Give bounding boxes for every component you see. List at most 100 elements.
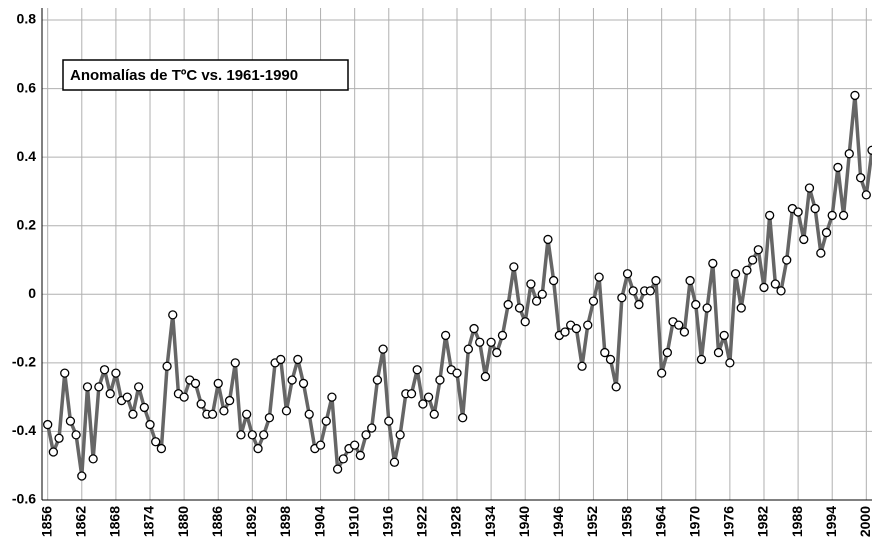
data-point [691,299,701,310]
data-point [224,395,235,406]
data-point [548,275,559,286]
x-tick-label: 1964 [652,506,668,537]
data-point [287,375,297,385]
y-tick-label: -0.6 [12,491,36,507]
data-point [770,279,781,289]
data-point [179,392,189,402]
data-point [327,392,337,402]
data-point [492,347,502,358]
data-point [71,430,81,440]
data-point [367,423,377,433]
data-point [242,409,252,419]
y-tick-label: -0.4 [12,422,36,438]
data-point [821,227,832,238]
data-point [247,430,257,440]
x-tick-label: 1856 [38,506,54,537]
data-point [736,303,746,313]
data-point [611,382,621,392]
data-point [679,327,690,337]
data-point [867,145,872,155]
x-tick-label: 1898 [277,506,293,537]
data-point [696,354,707,365]
x-tick-label: 1892 [243,506,259,537]
data-point [423,392,434,402]
data-point [844,149,854,159]
data-point [742,265,752,275]
x-tick-label: 1994 [823,506,839,537]
data-point [730,269,741,279]
data-point [355,450,366,461]
data-point [622,269,633,279]
data-point [838,210,849,221]
data-point [54,433,64,443]
data-point [855,173,866,183]
data-point [617,293,627,303]
data-point [463,344,474,354]
x-tick-label: 1868 [107,506,123,537]
data-point [230,358,240,368]
data-point [281,406,292,416]
data-point [765,210,775,221]
data-point [151,437,161,447]
data-point [43,419,53,430]
data-point [628,286,638,296]
data-point [253,443,263,454]
data-point [236,430,246,440]
data-point [105,389,115,399]
data-point [531,296,542,306]
data-point [361,430,371,440]
x-tick-label: 1952 [584,506,600,537]
data-point [776,286,786,296]
data-point [111,368,121,378]
data-point [321,416,331,426]
x-tick-label: 1970 [686,506,702,537]
data-point [827,210,837,221]
data-point [509,262,519,272]
data-point [77,471,87,481]
data-point [799,234,809,245]
x-tick-label: 1940 [516,506,532,537]
x-tick-label: 1862 [72,506,88,537]
data-point [634,299,644,310]
data-point [82,382,93,392]
data-point [480,371,491,382]
data-point [190,378,201,389]
data-point [458,413,468,423]
data-point [577,361,587,371]
data-point [168,310,178,320]
y-tick-label: -0.2 [12,354,36,370]
data-point [861,190,871,200]
data-point [207,409,218,419]
data-point [65,416,76,426]
y-tick-label: 0.2 [17,216,37,232]
data-point [571,323,582,334]
data-point [293,354,303,365]
data-point [219,406,229,416]
y-tick-label: 0.4 [17,148,37,164]
data-point [435,375,445,385]
data-point [378,344,388,354]
chart-title: Anomalías de TºC vs. 1961-1990 [70,67,298,84]
x-tick-label: 1904 [311,506,327,537]
data-point [338,454,348,464]
y-tick-label: 0.8 [17,11,37,27]
data-point [145,419,155,430]
x-tick-label: 2000 [857,506,872,537]
data-point [674,320,684,330]
data-point [88,454,98,464]
data-point [213,378,223,389]
x-tick-label: 1976 [721,506,737,537]
x-tick-label: 1886 [209,506,225,537]
data-point [753,245,763,255]
data-point [133,382,144,392]
data-point [99,365,110,375]
data-point [298,378,309,389]
data-point [583,320,593,330]
data-point [315,440,326,450]
data-point [833,162,843,173]
data-point [657,368,667,378]
x-tick-label: 1982 [755,506,771,537]
data-point [708,258,718,269]
data-point [389,457,400,467]
x-tick-label: 1934 [482,506,498,537]
